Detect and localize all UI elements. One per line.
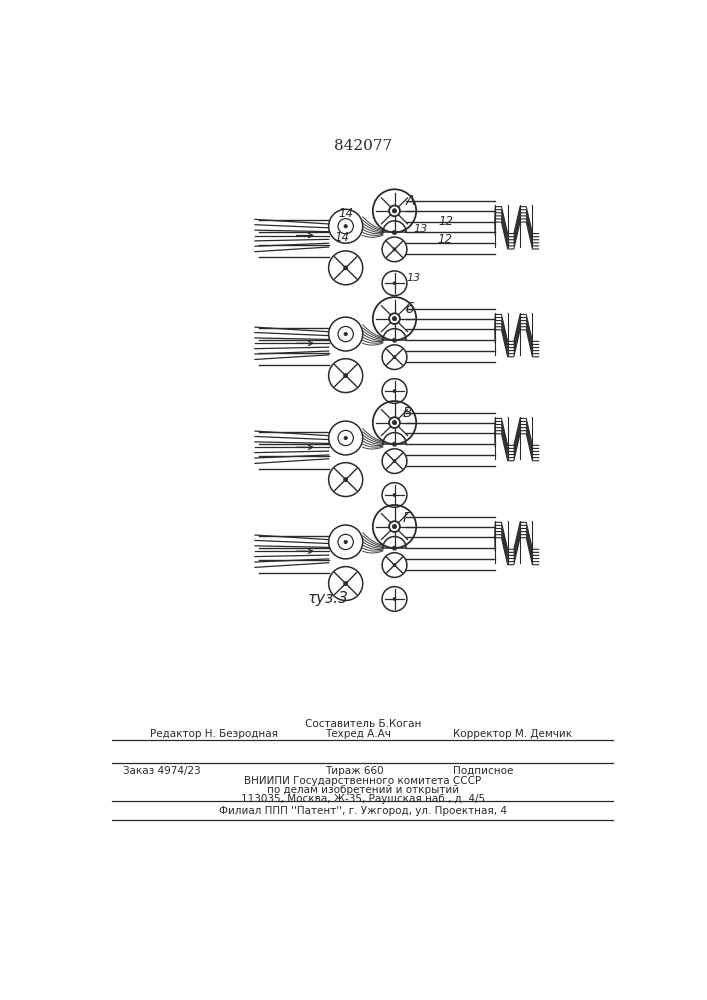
Text: по делам изобретений и открытий: по делам изобретений и открытий [267, 785, 459, 795]
Circle shape [393, 564, 396, 567]
Circle shape [344, 374, 348, 378]
Circle shape [344, 436, 347, 440]
Circle shape [389, 313, 400, 324]
Circle shape [389, 417, 400, 428]
Circle shape [344, 582, 348, 586]
Circle shape [392, 230, 397, 234]
Circle shape [344, 332, 347, 336]
Circle shape [392, 209, 397, 213]
Circle shape [392, 420, 397, 425]
Text: 14: 14 [334, 231, 349, 244]
Circle shape [344, 266, 348, 270]
Text: Подписное: Подписное [452, 766, 513, 776]
Text: Заказ 4974/23: Заказ 4974/23 [123, 766, 201, 776]
Text: б: б [406, 302, 414, 316]
Text: В: В [403, 406, 412, 420]
Text: Г: Г [402, 511, 410, 525]
Text: 12: 12 [437, 233, 452, 246]
Circle shape [393, 282, 396, 285]
Text: ВНИИПИ Государственного комитета СССР: ВНИИПИ Государственного комитета СССР [244, 776, 481, 786]
Text: А: А [405, 194, 415, 208]
Circle shape [344, 540, 347, 544]
Circle shape [392, 524, 397, 529]
Text: Филиал ППП ''Патент'', г. Ужгород, ул. Проектная, 4: Филиал ППП ''Патент'', г. Ужгород, ул. П… [218, 806, 507, 816]
Circle shape [389, 205, 400, 216]
Circle shape [392, 546, 397, 550]
Text: Тираж 660: Тираж 660 [325, 766, 383, 776]
Circle shape [393, 597, 396, 600]
Text: 113035, Москва, Ж-35, Раушская наб., д. 4/5: 113035, Москва, Ж-35, Раушская наб., д. … [240, 794, 485, 804]
Circle shape [392, 338, 397, 342]
Text: 14: 14 [338, 207, 354, 220]
Circle shape [344, 225, 347, 228]
Circle shape [393, 390, 396, 393]
Circle shape [392, 442, 397, 446]
Text: 13: 13 [407, 273, 421, 283]
Text: 842077: 842077 [334, 139, 392, 153]
Circle shape [393, 494, 396, 496]
Text: Составитель Б.Коган: Составитель Б.Коган [305, 719, 421, 729]
Circle shape [389, 521, 400, 532]
Text: Редактор Н. Безродная: Редактор Н. Безродная [151, 729, 279, 739]
Text: Корректор М. Демчик: Корректор М. Демчик [452, 729, 572, 739]
Text: 13: 13 [414, 224, 428, 234]
Text: Техред А.Ач: Техред А.Ач [325, 729, 391, 739]
Circle shape [393, 356, 396, 359]
Text: 12: 12 [438, 215, 454, 228]
Circle shape [392, 317, 397, 321]
Text: τуз.3: τуз.3 [308, 591, 349, 606]
Circle shape [393, 460, 396, 463]
Circle shape [393, 248, 396, 251]
Circle shape [344, 478, 348, 482]
